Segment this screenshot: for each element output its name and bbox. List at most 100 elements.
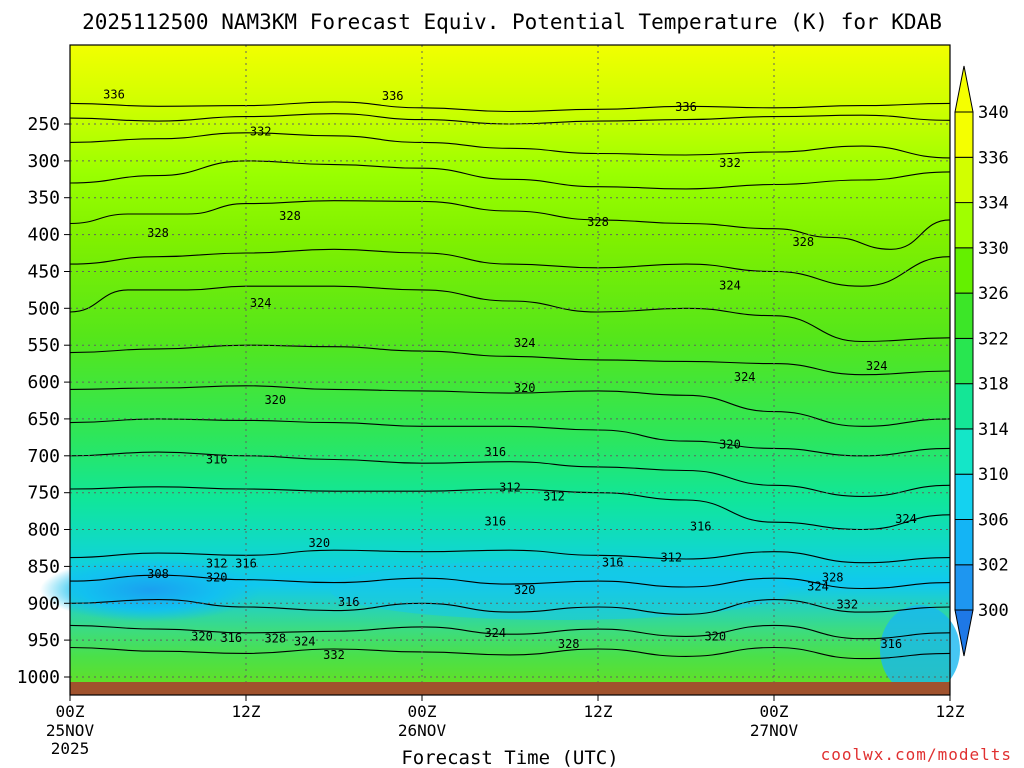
contour-label: 324: [895, 512, 917, 526]
colorbar-label: 340: [978, 103, 1009, 123]
contour-label: 324: [807, 579, 829, 593]
contour-316: [69, 451, 951, 497]
contour-328: [69, 624, 951, 640]
y-tick-label: 950: [27, 630, 60, 651]
contour-label: 316: [235, 557, 257, 571]
y-tick-label: 650: [27, 409, 60, 430]
low-theta-pool: [880, 605, 960, 695]
contour-label: 332: [719, 156, 741, 170]
contour-label: 308: [147, 567, 169, 581]
contour-312: [69, 486, 951, 531]
y-tick-label: 1000: [17, 667, 60, 688]
x-tick-label: 12Z: [584, 702, 613, 721]
contour-330: [69, 160, 951, 190]
contour-label: 324: [250, 296, 272, 310]
contour-labels: 336 3363363323323283283283283243243243243…: [103, 88, 917, 662]
contour-label: 312: [206, 557, 228, 571]
x-tick-label: 00Z: [56, 702, 85, 721]
contour-label: 332: [323, 648, 345, 662]
colorbar-label: 314: [978, 420, 1009, 440]
contour-label: 320: [308, 536, 330, 550]
contour-label: 320: [719, 438, 741, 452]
x-tick-date: 25NOV: [46, 721, 95, 740]
y-tick-label: 700: [27, 446, 60, 467]
contour-label: 320: [206, 571, 228, 585]
contour-label: 328: [822, 571, 844, 585]
y-tick-label: 900: [27, 593, 60, 614]
x-tick-label: 00Z: [760, 702, 789, 721]
colorbar-swatch: [954, 202, 974, 249]
contour-label: 328: [792, 235, 814, 249]
contour-label: 336: [675, 100, 697, 114]
colorbar-swatch: [954, 564, 974, 611]
x-tick-date: 27NOV: [750, 721, 799, 740]
colorbar-label: 310: [978, 465, 1009, 485]
contour-label: 336: [103, 88, 125, 102]
contour-label: 328: [279, 209, 301, 223]
contour-label: 328: [264, 632, 286, 646]
colorbar-label: 334: [978, 194, 1009, 214]
contour-label: 312: [660, 551, 682, 565]
colorbar-label: 300: [978, 601, 1009, 621]
terrain-strip: [70, 682, 950, 695]
contour-336: [69, 101, 951, 113]
contour-label: 312: [499, 481, 521, 495]
colorbar-swatch: [954, 111, 974, 158]
y-tick-label: 800: [27, 520, 60, 541]
x-tick-label: 00Z: [408, 702, 437, 721]
contour-label: 320: [514, 583, 536, 597]
chart-title: 2025112500 NAM3KM Forecast Equiv. Potent…: [82, 10, 942, 34]
y-tick-label: 500: [27, 298, 60, 319]
y-tick-label: 600: [27, 372, 60, 393]
colorbar-swatch: [954, 247, 974, 294]
y-tick-label: 250: [27, 114, 60, 135]
colorbar-swatch: [954, 337, 974, 385]
contour-label: 320: [704, 629, 726, 643]
colorbar-label: 326: [978, 284, 1009, 304]
contour-322: [69, 344, 951, 376]
y-axis-ticks: 250 300 350 400 450 500 550 600 650 700 750 800 850 9…: [17, 114, 70, 688]
low-theta-pool: [40, 558, 260, 622]
contour-332: [69, 132, 951, 159]
contour-label: 324: [484, 626, 506, 640]
contour-label: 316: [602, 556, 624, 570]
contour-320: [69, 574, 951, 590]
y-tick-label: 750: [27, 483, 60, 504]
contour-label: 332: [836, 598, 858, 612]
contour-label: 316: [880, 637, 902, 651]
x-tick-date: 26NOV: [398, 721, 447, 740]
contour-label: 316: [206, 453, 228, 467]
y-tick-label: 350: [27, 188, 60, 209]
colorbar-swatch: [954, 292, 974, 339]
contour-label: 328: [558, 637, 580, 651]
contour-label: 320: [264, 393, 286, 407]
contour-label: 328: [147, 226, 169, 240]
y-tick-label: 450: [27, 262, 60, 283]
contour-label: 324: [734, 370, 756, 384]
credit-text: coolwx.com/modelts: [821, 745, 1012, 764]
colorbar: 300 302 306 310 314 318 322 326 330 334 336 340: [954, 65, 1009, 657]
colorbar-label: 336: [978, 148, 1009, 168]
colorbar-label: 302: [978, 556, 1009, 576]
x-tick-label: 12Z: [936, 702, 965, 721]
x-axis-label: Forecast Time (UTC): [401, 747, 618, 768]
contour-label: 316: [484, 514, 506, 528]
contour-label: 336: [382, 89, 404, 103]
contour-334: [69, 113, 951, 125]
contour-lines: [69, 101, 951, 660]
contour-label: 328: [587, 215, 609, 229]
y-tick-label: 300: [27, 151, 60, 172]
contour-label: 316: [690, 520, 712, 534]
y-tick-label: 850: [27, 556, 60, 577]
contour-324: [69, 599, 951, 615]
colorbar-swatch: [954, 156, 974, 204]
contour-label: 324: [294, 635, 316, 649]
contour-label: 316: [484, 445, 506, 459]
x-tick-year: 2025: [51, 739, 90, 758]
contour-316: [69, 549, 951, 564]
contour-label: 312: [543, 489, 565, 503]
colorbar-max-arrow: [954, 65, 974, 113]
